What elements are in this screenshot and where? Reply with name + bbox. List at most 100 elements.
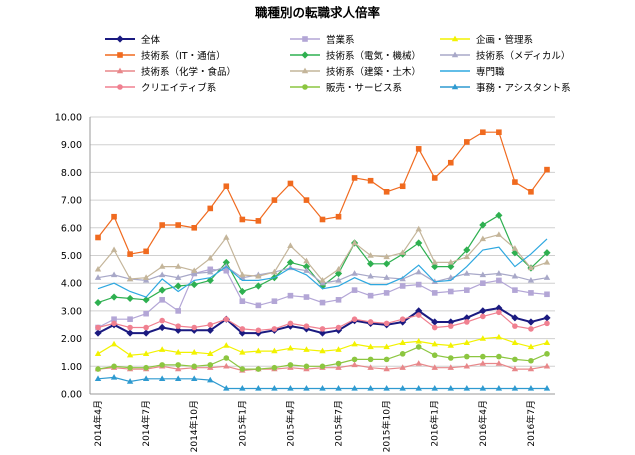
data-point xyxy=(239,385,246,391)
data-point xyxy=(175,308,181,314)
data-point xyxy=(383,320,390,327)
data-point xyxy=(126,351,134,358)
data-point xyxy=(127,324,133,331)
data-point xyxy=(447,262,455,271)
data-point xyxy=(174,274,182,280)
data-point xyxy=(447,355,454,361)
data-point xyxy=(94,329,102,337)
data-point xyxy=(319,299,326,306)
data-point xyxy=(110,246,118,253)
data-point xyxy=(255,327,262,334)
data-point xyxy=(447,288,454,295)
data-point xyxy=(127,364,133,371)
data-point xyxy=(495,304,503,312)
data-point xyxy=(495,211,503,219)
data-point xyxy=(511,314,519,322)
y-tick-label: 4.00 xyxy=(61,279,82,290)
data-point xyxy=(255,218,262,224)
data-point xyxy=(335,360,342,367)
data-point xyxy=(511,272,519,279)
data-point xyxy=(175,362,181,368)
data-point xyxy=(528,326,534,332)
data-point xyxy=(399,364,406,370)
data-point xyxy=(463,339,471,345)
data-point xyxy=(239,216,246,223)
legend-swatch xyxy=(105,35,135,43)
data-point xyxy=(174,365,182,372)
data-point xyxy=(451,35,459,42)
data-point xyxy=(543,339,551,345)
data-point xyxy=(255,366,262,372)
data-point xyxy=(367,364,374,370)
data-point xyxy=(158,375,166,381)
data-point xyxy=(174,375,182,381)
data-point xyxy=(511,339,519,345)
legend-swatch xyxy=(105,67,135,74)
data-point xyxy=(431,175,438,181)
legend-swatch xyxy=(105,52,135,58)
data-point xyxy=(319,347,326,354)
data-point xyxy=(383,260,391,268)
data-point xyxy=(383,188,390,195)
data-point xyxy=(527,318,535,326)
data-point xyxy=(544,320,550,327)
data-point xyxy=(479,335,487,341)
data-point xyxy=(303,197,310,203)
legend-item: 技術系（メディカル） xyxy=(440,48,570,62)
data-point xyxy=(191,324,198,331)
data-point xyxy=(447,323,454,329)
data-point xyxy=(367,260,375,268)
legend-swatch xyxy=(440,35,470,42)
data-point xyxy=(351,175,358,181)
data-point xyxy=(511,365,519,372)
chart-title: 職種別の転職求人倍率 xyxy=(254,5,380,20)
data-point xyxy=(415,307,423,315)
data-point xyxy=(399,339,406,345)
y-tick-label: 9.00 xyxy=(61,140,82,151)
data-point xyxy=(479,235,487,242)
data-point xyxy=(495,360,503,366)
data-point xyxy=(383,274,390,280)
data-point xyxy=(126,378,134,384)
data-point xyxy=(528,357,534,364)
data-point xyxy=(223,183,230,190)
data-point xyxy=(480,313,486,320)
series-line xyxy=(97,131,548,255)
data-point xyxy=(367,252,374,258)
data-point xyxy=(415,385,422,391)
data-point xyxy=(303,257,310,264)
legend-label: 事務・アシスタント系 xyxy=(476,83,571,94)
data-point xyxy=(511,385,519,391)
data-point xyxy=(303,363,310,370)
data-point xyxy=(254,282,262,290)
data-point xyxy=(223,385,230,391)
data-point xyxy=(447,342,454,348)
data-point xyxy=(431,385,438,391)
x-tick-label: 2015年10月 xyxy=(381,400,393,452)
legend-item: 事務・アシスタント系 xyxy=(440,80,571,94)
data-point xyxy=(95,324,101,331)
data-point xyxy=(301,51,309,59)
data-point xyxy=(415,239,423,247)
data-point xyxy=(399,183,406,190)
data-point xyxy=(447,385,454,391)
data-point xyxy=(463,270,471,276)
legend-item: 技術系（電気・機械） xyxy=(290,48,421,62)
data-point xyxy=(286,258,295,267)
data-point xyxy=(158,346,166,352)
data-point xyxy=(415,344,422,350)
data-point xyxy=(527,385,535,391)
x-tick-label: 2014年4月 xyxy=(92,400,104,447)
data-point xyxy=(255,385,262,391)
data-point xyxy=(207,362,214,368)
data-point xyxy=(127,251,133,257)
data-point xyxy=(255,272,262,279)
data-point xyxy=(143,248,149,255)
data-point xyxy=(527,343,535,350)
data-point xyxy=(399,275,406,282)
data-point xyxy=(174,326,182,334)
data-point xyxy=(463,362,471,369)
data-point xyxy=(142,350,150,357)
data-point xyxy=(367,272,374,279)
data-point xyxy=(301,67,309,74)
